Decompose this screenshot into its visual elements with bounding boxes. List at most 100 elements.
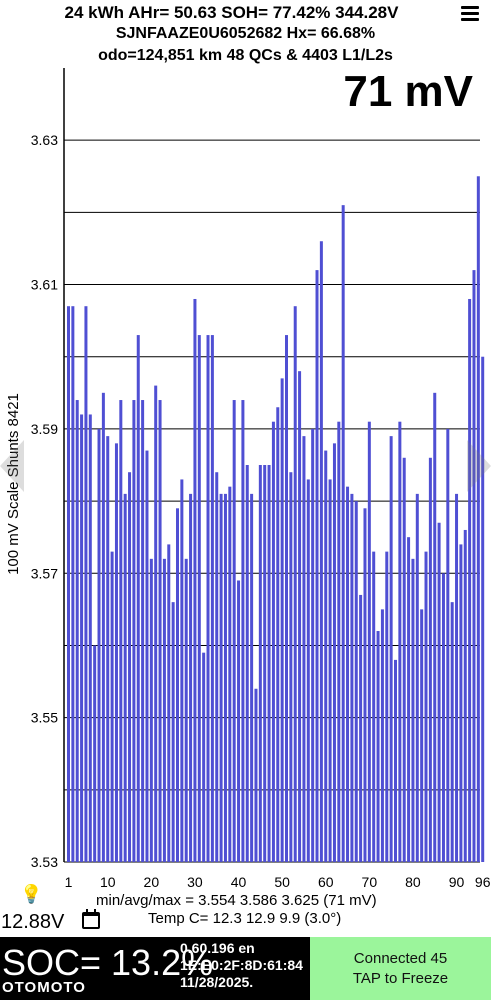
cell-voltage-bar — [324, 450, 328, 862]
cell-voltage-bar — [167, 544, 171, 862]
cell-voltage-bar — [267, 465, 271, 862]
cell-voltage-bar — [250, 493, 254, 862]
x-tick-label: 60 — [318, 874, 334, 890]
cell-voltage-bar — [311, 428, 315, 862]
x-tick-label: 90 — [449, 874, 465, 890]
cell-voltage-bar — [228, 486, 232, 862]
aux-battery-voltage: 12.88V — [1, 911, 65, 933]
cell-voltage-bar — [93, 645, 97, 862]
x-axis-ticks: 1 10 20 30 40 50 60 70 80 90 96 — [65, 874, 491, 890]
cell-voltage-bar — [424, 551, 428, 862]
y-tick-label: 3.63 — [31, 132, 58, 148]
cell-voltage-bar — [197, 335, 201, 862]
cell-voltage-bar — [202, 652, 206, 862]
cell-voltage-bar — [80, 414, 84, 862]
x-tick-label: 96 — [475, 874, 491, 890]
cell-voltage-bar — [119, 400, 123, 862]
cell-voltage-bar — [472, 270, 476, 862]
x-tick-label: 50 — [274, 874, 290, 890]
cell-voltage-bar — [123, 493, 127, 862]
cell-voltage-bar — [415, 493, 419, 862]
min-avg-max-stats: min/avg/max = 3.554 3.586 3.625 (71 mV) — [96, 892, 377, 909]
cell-voltage-bar — [350, 493, 354, 862]
cell-voltage-bar — [398, 421, 402, 862]
cell-voltage-bar — [428, 457, 432, 862]
cell-voltage-bar — [437, 522, 441, 862]
cell-voltage-bar — [463, 529, 467, 862]
y-tick-label: 3.59 — [31, 421, 58, 437]
next-page-arrow-icon[interactable] — [467, 440, 491, 492]
cell-voltage-bar — [171, 602, 175, 862]
connected-status: Connected 45 — [353, 950, 448, 967]
cell-voltage-bar — [315, 270, 319, 862]
cell-voltage-bar — [476, 176, 480, 863]
cell-voltage-bar — [402, 457, 406, 862]
cell-voltage-bar — [162, 558, 166, 862]
cell-voltage-bar — [441, 573, 445, 862]
y-tick-label: 3.55 — [31, 710, 58, 726]
otomoto-watermark: OTOMOTO — [2, 979, 86, 996]
cell-voltage-bar — [306, 479, 310, 862]
cell-voltage-bar — [145, 450, 149, 862]
lightbulb-icon[interactable]: 💡 — [20, 884, 43, 904]
cell-voltage-bar — [380, 609, 384, 862]
state-of-charge: SOC= 13.2% — [2, 942, 214, 983]
previous-page-arrow-icon[interactable] — [0, 440, 24, 492]
cell-voltage-bar — [84, 306, 88, 862]
cell-voltage-bar — [337, 421, 341, 862]
cell-voltage-bar — [128, 472, 132, 862]
cell-voltage-bar — [114, 443, 118, 862]
x-tick-label: 30 — [187, 874, 203, 890]
cell-voltage-bar — [332, 443, 336, 862]
cell-voltage-bar — [420, 609, 424, 862]
cell-voltage-bar — [363, 508, 367, 862]
cell-voltage-bar — [280, 378, 284, 862]
cell-voltage-bar — [298, 371, 302, 862]
cell-voltage-bar — [302, 436, 306, 862]
cell-voltage-bar — [237, 580, 241, 862]
cell-voltage-bar — [132, 400, 136, 862]
cell-voltage-bar — [394, 659, 397, 862]
cell-voltage-bar — [67, 306, 70, 862]
calendar-icon[interactable] — [82, 909, 100, 929]
cell-voltage-bar — [101, 392, 105, 862]
bottom-status-bar: SOC= 13.2% 0.60.196 en 1E:E0:2F:8D:61:84… — [0, 937, 491, 1000]
x-tick-label: 40 — [231, 874, 247, 890]
cell-voltage-bar — [446, 428, 450, 862]
cell-voltage-bar — [241, 400, 245, 862]
x-tick-label: 10 — [100, 874, 116, 890]
cell-voltage-bar — [372, 551, 376, 862]
freeze-button[interactable]: Connected 45 TAP to Freeze — [310, 937, 491, 1000]
device-mac-address: 1E:E0:2F:8D:61:84 — [180, 957, 303, 973]
cell-voltage-bar — [407, 537, 411, 862]
tap-to-freeze-label: TAP to Freeze — [352, 970, 449, 987]
cell-voltage-bar — [271, 421, 275, 862]
cell-voltage-bar — [136, 335, 140, 862]
temperature-stats: Temp C= 12.3 12.9 9.9 (3.0°) — [148, 910, 342, 927]
hamburger-menu-icon[interactable] — [461, 6, 479, 22]
cell-voltage-bar — [193, 298, 197, 862]
cell-voltage-bar — [176, 508, 179, 862]
current-date: 11/28/2025. — [180, 974, 254, 990]
cell-voltage-bar — [289, 472, 293, 862]
header-odometer: odo=124,851 km 48 QCs & 4403 L1/L2s — [98, 47, 393, 64]
header-battery-summary: 24 kWh AHr= 50.63 SOH= 77.42% 344.28V — [64, 3, 399, 22]
cell-voltage-bar — [141, 400, 145, 862]
cell-voltage-bar — [276, 407, 280, 862]
cell-voltage-bar — [450, 602, 454, 862]
cell-voltage-bar — [210, 335, 214, 862]
cell-voltage-bar — [346, 486, 350, 862]
x-tick-label: 1 — [65, 874, 73, 890]
cell-voltage-bar — [245, 465, 249, 862]
cell-voltage-bar — [88, 414, 92, 862]
cell-voltage-bar — [411, 558, 415, 862]
firmware-version: 0.60.196 en — [180, 940, 255, 956]
cell-voltage-bar — [263, 465, 267, 862]
cell-voltage-bar — [184, 558, 188, 862]
cell-voltage-bar — [232, 400, 236, 862]
y-tick-label: 3.57 — [31, 565, 58, 581]
cell-voltage-bar — [258, 465, 262, 862]
cell-voltage-bar — [328, 479, 332, 862]
cell-voltage-bar — [75, 400, 79, 862]
